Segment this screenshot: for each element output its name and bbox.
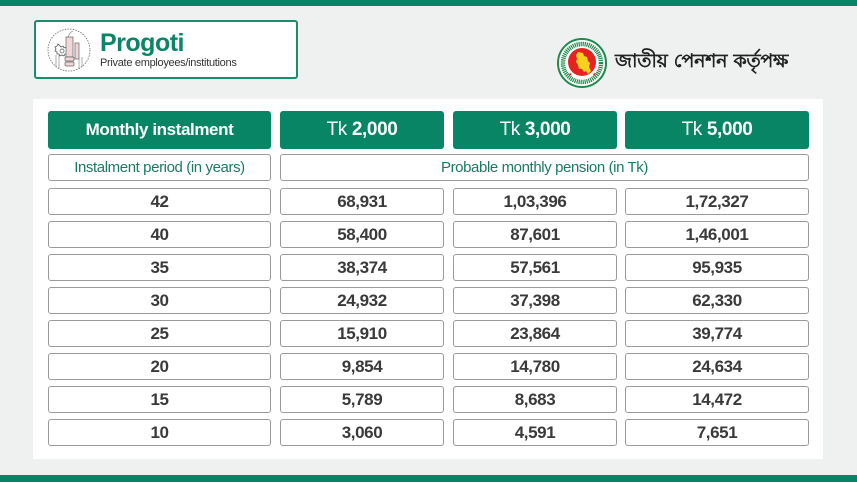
authority-logo: ★ ★ জাতীয় পেনশন কর্তৃপক্ষ xyxy=(557,38,788,88)
pension-3000-cell: 1,03,396 xyxy=(453,188,617,215)
header-tk-5000: Tk 5,000 xyxy=(625,111,809,149)
top-accent-bar xyxy=(0,0,857,6)
scheme-subtitle: Private employees/institutions xyxy=(100,56,237,69)
pension-2000-cell: 15,910 xyxy=(280,320,444,347)
svg-text:★: ★ xyxy=(592,72,597,78)
period-cell: 15 xyxy=(48,386,271,413)
pension-3000-cell: 14,780 xyxy=(453,353,617,380)
factory-gear-icon xyxy=(47,28,91,71)
subheader-instalment-period: Instalment period (in years) xyxy=(48,154,271,181)
amount: 3,000 xyxy=(524,119,571,140)
pension-table: Monthly instalment Tk 2,000 Tk 3,000 Tk … xyxy=(33,99,823,459)
period-cell: 10 xyxy=(48,419,271,446)
period-cell: 35 xyxy=(48,254,271,281)
authority-name: জাতীয় পেনশন কর্তৃপক্ষ xyxy=(615,50,789,72)
header-monthly-instalment: Monthly instalment xyxy=(48,111,271,149)
period-cell: 30 xyxy=(48,287,271,314)
amount: 2,000 xyxy=(351,119,398,140)
pension-3000-cell: 87,601 xyxy=(453,221,617,248)
period-cell: 20 xyxy=(48,353,271,380)
pension-5000-cell: 39,774 xyxy=(625,320,809,347)
pension-2000-cell: 24,932 xyxy=(280,287,444,314)
pension-5000-cell: 95,935 xyxy=(625,254,809,281)
pension-5000-cell: 7,651 xyxy=(625,419,809,446)
currency-label: Tk xyxy=(681,119,703,140)
pension-5000-cell: 1,46,001 xyxy=(625,221,809,248)
svg-text:★: ★ xyxy=(568,72,573,78)
pension-3000-cell: 57,561 xyxy=(453,254,617,281)
amount: 5,000 xyxy=(706,119,753,140)
period-cell: 42 xyxy=(48,188,271,215)
period-cell: 25 xyxy=(48,320,271,347)
pension-3000-cell: 23,864 xyxy=(453,320,617,347)
bangladesh-government-seal-icon: ★ ★ xyxy=(557,38,607,88)
bottom-accent-bar xyxy=(0,475,857,482)
header-tk-2000: Tk 2,000 xyxy=(280,111,444,149)
currency-label: Tk xyxy=(499,119,521,140)
period-cell: 40 xyxy=(48,221,271,248)
pension-2000-cell: 3,060 xyxy=(280,419,444,446)
pension-3000-cell: 8,683 xyxy=(453,386,617,413)
pension-5000-cell: 24,634 xyxy=(625,353,809,380)
pension-2000-cell: 38,374 xyxy=(280,254,444,281)
scheme-brand-card: Progoti Private employees/institutions xyxy=(34,20,298,79)
pension-5000-cell: 14,472 xyxy=(625,386,809,413)
scheme-title: Progoti xyxy=(100,28,184,57)
pension-2000-cell: 9,854 xyxy=(280,353,444,380)
pension-2000-cell: 5,789 xyxy=(280,386,444,413)
currency-label: Tk xyxy=(326,119,348,140)
pension-2000-cell: 58,400 xyxy=(280,221,444,248)
pension-5000-cell: 1,72,327 xyxy=(625,188,809,215)
pension-5000-cell: 62,330 xyxy=(625,287,809,314)
pension-3000-cell: 37,398 xyxy=(453,287,617,314)
pension-3000-cell: 4,591 xyxy=(453,419,617,446)
pension-2000-cell: 68,931 xyxy=(280,188,444,215)
subheader-probable-pension: Probable monthly pension (in Tk) xyxy=(280,154,809,181)
header-tk-3000: Tk 3,000 xyxy=(453,111,617,149)
